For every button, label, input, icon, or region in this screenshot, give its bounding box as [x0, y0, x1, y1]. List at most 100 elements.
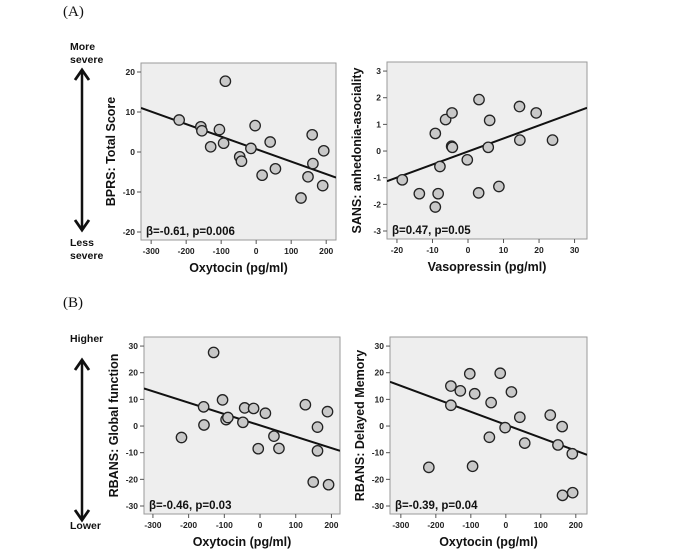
- data-point: [249, 119, 261, 132]
- data-point: [268, 430, 280, 443]
- data-point: [513, 100, 526, 113]
- data-point: [311, 444, 324, 457]
- data-point: [321, 405, 334, 418]
- data-point: [432, 187, 445, 200]
- y-tick-label: 1: [376, 119, 381, 129]
- x-tick-label: 100: [534, 520, 548, 530]
- data-point: [485, 396, 497, 409]
- x-tick-label: -300: [392, 520, 409, 530]
- x-axis-title: Oxytocin (pg/ml): [439, 535, 538, 549]
- data-point: [429, 201, 442, 213]
- x-tick-label: 100: [284, 246, 298, 256]
- data-point: [322, 478, 335, 491]
- x-tick-label: 30: [570, 245, 580, 255]
- y-tick-label: -10: [123, 187, 136, 197]
- x-tick-label: -300: [144, 520, 161, 530]
- data-point: [245, 142, 257, 155]
- x-tick-label: -200: [178, 246, 195, 256]
- x-tick-label: 200: [569, 520, 583, 530]
- data-point: [235, 155, 248, 168]
- x-tick-label: -300: [143, 246, 160, 256]
- data-point: [413, 187, 426, 200]
- data-point: [198, 419, 210, 431]
- x-tick-label: -200: [427, 520, 444, 530]
- data-point: [473, 93, 485, 106]
- data-point: [514, 134, 526, 146]
- data-point: [556, 420, 569, 433]
- data-point: [530, 107, 543, 119]
- data-point: [396, 173, 409, 186]
- stats-annotation: β=-0.61, p=0.006: [146, 226, 235, 238]
- x-tick-label: -10: [426, 245, 439, 255]
- y-tick-label: -30: [126, 501, 139, 511]
- data-point: [213, 123, 226, 136]
- y-tick-label: -30: [372, 501, 385, 511]
- y-tick-label: 20: [375, 368, 385, 378]
- y-tick-label: 30: [375, 341, 385, 351]
- data-point: [463, 367, 476, 380]
- data-point: [207, 346, 220, 359]
- double-arrow-icon-b: [73, 357, 91, 523]
- double-arrow-icon-a: [73, 67, 91, 233]
- data-point: [317, 144, 330, 157]
- arrow-label-more-severe: More severe: [70, 41, 103, 67]
- data-point: [252, 442, 265, 455]
- arrow-label-lower-text: Lower: [70, 520, 101, 532]
- y-tick-label: -20: [372, 474, 385, 484]
- arrow-label-lower: Lower: [70, 520, 101, 533]
- data-point: [505, 386, 518, 398]
- data-point: [204, 140, 217, 153]
- data-point: [468, 387, 481, 400]
- data-point: [483, 431, 496, 444]
- data-point: [566, 447, 579, 460]
- x-tick-label: 10: [499, 245, 509, 255]
- data-point: [434, 160, 446, 173]
- arrow-label-more: More: [70, 41, 96, 53]
- data-point: [302, 170, 314, 183]
- data-point: [197, 400, 210, 413]
- data-point: [256, 169, 268, 182]
- data-point: [247, 402, 260, 415]
- data-point: [482, 141, 495, 154]
- x-tick-label: -20: [391, 245, 404, 255]
- y-tick-label: -1: [373, 173, 381, 183]
- x-tick-label: 0: [466, 245, 471, 255]
- y-tick-label: 30: [129, 341, 139, 351]
- data-point: [429, 127, 442, 140]
- y-tick-label: 0: [133, 421, 138, 431]
- y-tick-label: 0: [376, 146, 381, 156]
- data-point: [264, 136, 277, 148]
- data-point: [454, 384, 467, 397]
- data-point: [299, 398, 312, 411]
- y-tick-label: 3: [376, 66, 381, 76]
- data-point: [237, 416, 249, 429]
- data-point: [173, 114, 186, 126]
- x-tick-label: 200: [324, 520, 338, 530]
- data-point: [269, 162, 282, 175]
- arrow-label-severe-top: severe: [70, 54, 104, 66]
- y-tick-label: 20: [129, 368, 139, 378]
- data-point: [295, 192, 307, 204]
- data-point: [483, 114, 496, 127]
- data-point: [446, 107, 458, 119]
- panel-label-b: (B): [63, 295, 83, 311]
- x-axis-title: Vasopressin (pg/ml): [428, 260, 547, 274]
- data-point: [222, 411, 234, 424]
- y-tick-label: 2: [376, 93, 381, 103]
- stats-annotation: β=-0.39, p=0.04: [395, 500, 478, 512]
- y-axis-title: RBANS: Delayed Memory: [353, 350, 367, 501]
- data-point: [494, 367, 507, 380]
- data-point: [196, 124, 208, 137]
- data-point: [461, 153, 474, 166]
- data-point: [445, 399, 457, 412]
- stats-annotation: β=0.47, p=0.05: [392, 225, 471, 237]
- x-axis-title: Oxytocin (pg/ml): [189, 261, 288, 275]
- data-point: [259, 407, 272, 420]
- x-tick-label: 0: [254, 246, 259, 256]
- y-tick-label: -10: [126, 448, 139, 458]
- y-axis-title: BPRS: Total Score: [104, 97, 118, 207]
